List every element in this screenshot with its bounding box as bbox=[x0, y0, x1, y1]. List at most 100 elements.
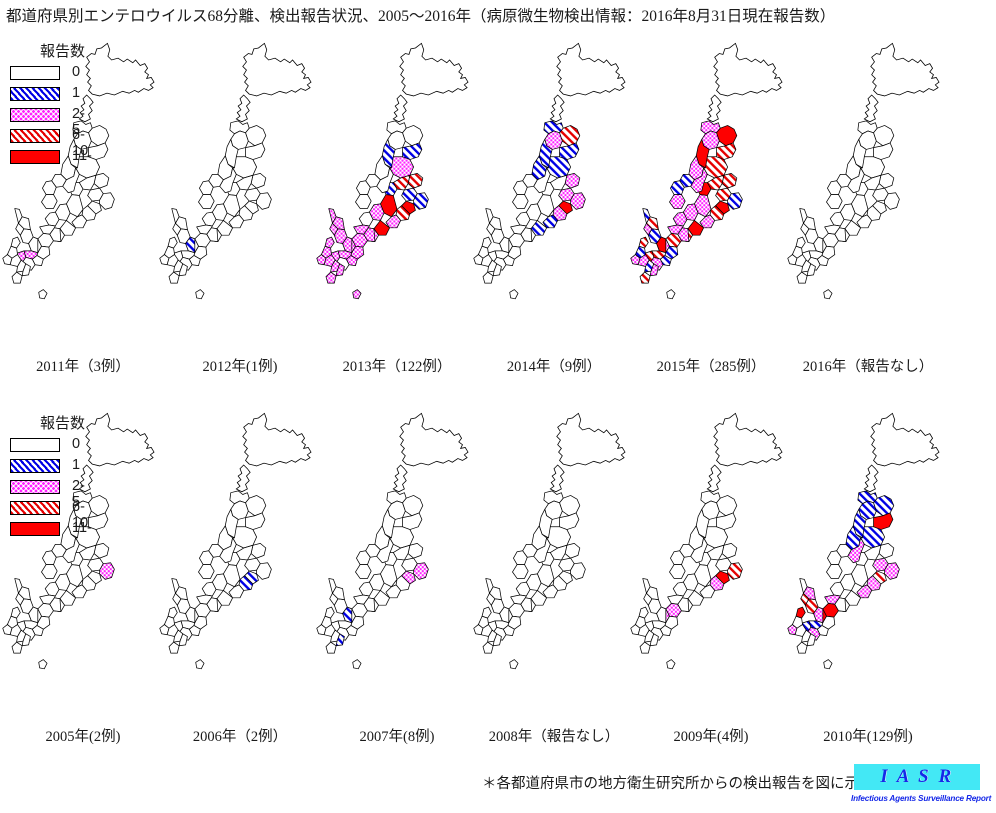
prefecture-20 bbox=[62, 537, 80, 564]
prefecture-40 bbox=[638, 606, 649, 619]
prefecture-8 bbox=[250, 543, 267, 559]
map-canvas-2009 bbox=[628, 395, 794, 725]
prefecture-3 bbox=[873, 125, 895, 147]
prefecture-22 bbox=[699, 214, 716, 229]
prefecture-34 bbox=[646, 216, 659, 231]
legend-swatch-magenta-dot bbox=[10, 108, 60, 122]
prefecture-40 bbox=[795, 606, 806, 619]
prefecture-18 bbox=[198, 564, 215, 579]
prefecture-42 bbox=[473, 624, 484, 636]
coast-outline bbox=[556, 412, 626, 467]
prefecture-18 bbox=[41, 564, 58, 579]
prefecture-29 bbox=[206, 227, 219, 243]
prefecture-23 bbox=[530, 590, 547, 606]
prefecture-4 bbox=[873, 512, 894, 530]
prefecture-8 bbox=[93, 173, 110, 189]
prefecture-40 bbox=[10, 236, 21, 249]
coast-outline bbox=[706, 94, 722, 123]
prefecture-34 bbox=[18, 586, 31, 601]
prefecture-45 bbox=[649, 263, 659, 277]
prefecture-8 bbox=[878, 173, 895, 189]
prefecture-3 bbox=[873, 495, 895, 517]
prefecture-34 bbox=[803, 586, 816, 601]
legend-swatch-white bbox=[10, 438, 60, 452]
legend-bottom: 報告数 0 1 2-5 6-10 11- bbox=[4, 412, 134, 537]
coast-outline bbox=[870, 42, 940, 97]
japan-map-2015 bbox=[630, 42, 783, 300]
prefecture-23 bbox=[59, 590, 76, 606]
prefecture-4 bbox=[245, 142, 266, 160]
coast-outline bbox=[85, 42, 155, 97]
prefecture-34 bbox=[489, 586, 502, 601]
coast-outline bbox=[863, 464, 879, 493]
japan-map-2013 bbox=[316, 42, 469, 300]
map-canvas-2006 bbox=[157, 395, 323, 725]
prefecture-22 bbox=[542, 214, 559, 229]
prefecture-12 bbox=[256, 562, 272, 580]
prefecture-18 bbox=[198, 194, 215, 209]
prefecture-20 bbox=[533, 167, 551, 194]
prefecture-35 bbox=[799, 208, 808, 224]
prefecture-35 bbox=[14, 578, 23, 594]
coast-outline bbox=[713, 412, 783, 467]
prefecture-18 bbox=[826, 564, 843, 579]
prefecture-46 bbox=[168, 271, 180, 284]
prefecture-18 bbox=[355, 564, 372, 579]
prefecture-20 bbox=[847, 537, 865, 564]
prefecture-4 bbox=[402, 512, 423, 530]
prefecture-18 bbox=[669, 194, 686, 209]
legend-swatch-solid-red bbox=[10, 150, 60, 164]
prefecture-45 bbox=[335, 633, 345, 647]
japan-map-2011 bbox=[2, 42, 155, 300]
prefecture-3 bbox=[245, 125, 267, 147]
map-caption-2006: 2006年（2例） bbox=[192, 729, 288, 745]
map-canvas-2016 bbox=[785, 25, 951, 355]
prefecture-23 bbox=[687, 590, 704, 606]
map-panel-2008: 2008年（報告なし） bbox=[471, 395, 637, 745]
prefecture-22 bbox=[699, 584, 716, 599]
prefecture-42 bbox=[473, 254, 484, 266]
prefecture-46 bbox=[639, 271, 651, 284]
maps-row-top: 2011年（3例） 2012年(1例) 2013年（122例） 2014年（9例… bbox=[0, 25, 996, 375]
prefecture-35 bbox=[328, 208, 337, 224]
legend-swatch-blue-stripe bbox=[10, 459, 60, 473]
prefecture-34 bbox=[646, 586, 659, 601]
legend-label: 6-10 bbox=[72, 499, 89, 531]
coast-outline bbox=[242, 42, 312, 97]
legend-top: 報告数 0 1 2-5 6-10 11- bbox=[4, 40, 134, 165]
prefecture-18 bbox=[826, 194, 843, 209]
prefecture-47 bbox=[38, 659, 48, 670]
prefecture-18 bbox=[512, 564, 529, 579]
prefecture-20 bbox=[219, 167, 237, 194]
prefecture-42 bbox=[630, 254, 641, 266]
prefecture-47 bbox=[38, 289, 48, 300]
map-canvas-2010 bbox=[785, 395, 951, 725]
map-caption-2013: 2013年（122例） bbox=[342, 359, 452, 375]
prefecture-8 bbox=[878, 543, 895, 559]
coast-outline bbox=[863, 94, 879, 123]
legend-label: 2-5 bbox=[72, 106, 85, 138]
prefecture-34 bbox=[175, 586, 188, 601]
japan-map-2006 bbox=[159, 412, 312, 670]
map-canvas-2012 bbox=[157, 25, 323, 355]
prefecture-47 bbox=[666, 659, 676, 670]
prefecture-42 bbox=[787, 254, 798, 266]
prefecture-47 bbox=[509, 289, 519, 300]
prefecture-29 bbox=[834, 227, 847, 243]
prefecture-22 bbox=[856, 584, 873, 599]
prefecture-40 bbox=[167, 236, 178, 249]
prefecture-29 bbox=[677, 597, 690, 613]
prefecture-46 bbox=[325, 641, 337, 654]
prefecture-29 bbox=[677, 227, 690, 243]
prefecture-4 bbox=[716, 512, 737, 530]
map-panel-2014: 2014年（9例） bbox=[471, 25, 637, 375]
map-canvas-2015 bbox=[628, 25, 794, 355]
prefecture-29 bbox=[363, 227, 376, 243]
prefecture-23 bbox=[530, 220, 547, 236]
iasr-logo-subtitle: Infectious Agents Surveillance Report bbox=[851, 794, 992, 803]
map-panel-2013: 2013年（122例） bbox=[314, 25, 480, 375]
legend-label: 2-5 bbox=[72, 478, 85, 510]
prefecture-45 bbox=[21, 633, 31, 647]
legend-swatch-red-stripe bbox=[10, 501, 60, 515]
prefecture-22 bbox=[856, 214, 873, 229]
